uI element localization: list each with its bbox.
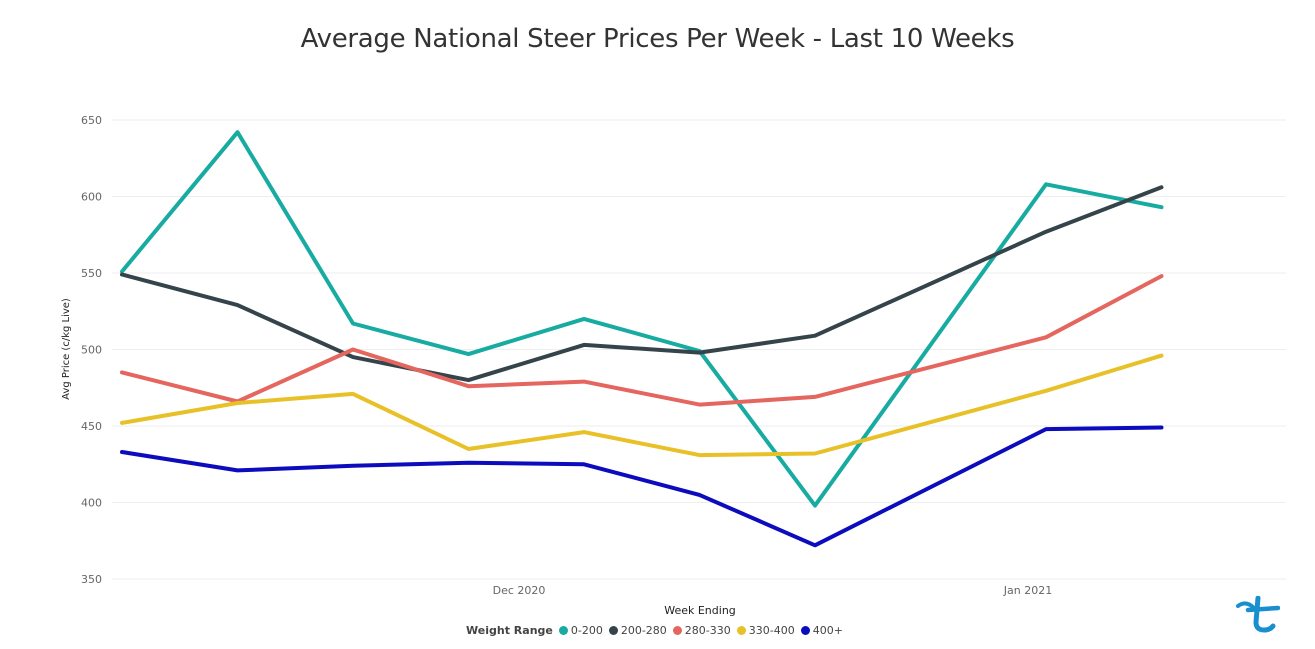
- y-tick-label: 550: [81, 267, 102, 280]
- legend-swatch: [608, 626, 618, 635]
- legend-label: 400+: [812, 624, 843, 637]
- legend: Weight Range 0-200 200-280 280-330 330-400 4…: [0, 624, 1315, 637]
- legend-item[interactable]: 400+: [800, 624, 843, 637]
- series-line-280-330: [120, 274, 1164, 407]
- y-tick-label: 350: [81, 573, 102, 586]
- y-axis-ticks: 650 600 550 500 450 400 350: [81, 114, 102, 586]
- x-axis-ticks: Dec 2020 Jan 2021: [493, 584, 1053, 597]
- y-axis-title: Avg Price (c/kg Live): [61, 298, 72, 400]
- y-tick-label: 600: [81, 191, 102, 204]
- legend-swatch: [800, 626, 810, 635]
- legend-items: 0-200 200-280 280-330 330-400 400+: [558, 624, 849, 637]
- legend-swatch: [736, 626, 746, 635]
- legend-label: 330-400: [748, 624, 795, 637]
- gridlines: [112, 119, 1286, 580]
- series-line-0-200: [120, 130, 1164, 508]
- legend-item[interactable]: 280-330: [672, 624, 731, 637]
- legend-item[interactable]: 0-200: [558, 624, 603, 637]
- x-tick-label: Jan 2021: [1003, 584, 1052, 597]
- legend-label: 200-280: [620, 624, 667, 637]
- y-tick-label: 500: [81, 344, 102, 357]
- series-lines: [120, 130, 1164, 548]
- legend-title: Weight Range: [466, 624, 553, 637]
- legend-label: 280-330: [684, 624, 731, 637]
- legend-swatch: [672, 626, 682, 635]
- legend-item[interactable]: 200-280: [608, 624, 667, 637]
- series-line-400+: [120, 425, 1164, 548]
- y-tick-label: 450: [81, 420, 102, 433]
- y-tick-label: 400: [81, 497, 102, 510]
- x-axis-title: Week Ending: [664, 604, 736, 617]
- legend-label: 0-200: [570, 624, 603, 637]
- legend-item[interactable]: 330-400: [736, 624, 795, 637]
- series-line-330-400: [120, 353, 1164, 458]
- legend-swatch: [558, 626, 568, 635]
- brand-logo-icon: [1236, 596, 1280, 633]
- series-line-200-280: [120, 185, 1164, 383]
- x-tick-label: Dec 2020: [493, 584, 546, 597]
- chart-title: Average National Steer Prices Per Week -…: [300, 24, 1015, 54]
- y-tick-label: 650: [81, 114, 102, 127]
